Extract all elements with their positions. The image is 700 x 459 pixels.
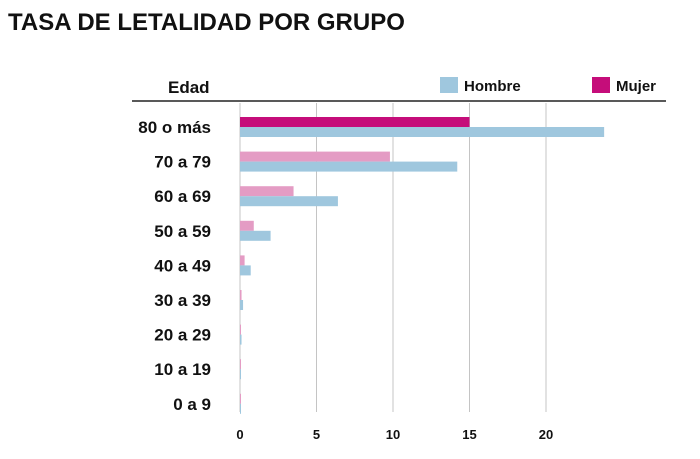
tick-label: 0 bbox=[236, 427, 243, 442]
bars bbox=[240, 117, 605, 414]
bar-mujer bbox=[240, 220, 254, 231]
bar-hombre bbox=[240, 127, 605, 137]
legend: Hombre Mujer bbox=[440, 77, 656, 95]
bar-mujer bbox=[240, 359, 241, 370]
bar-hombre bbox=[240, 230, 271, 241]
bar-hombre bbox=[240, 403, 241, 414]
legend-swatch-mujer bbox=[592, 77, 610, 93]
bar-hombre bbox=[240, 265, 251, 276]
legend-label-hombre: Hombre bbox=[464, 78, 521, 95]
bar-hombre bbox=[240, 196, 338, 207]
category-label: 0 a 9 bbox=[173, 395, 211, 414]
category-label: 60 a 69 bbox=[154, 187, 211, 206]
y-axis-label: Edad bbox=[168, 78, 210, 97]
category-label: 80 o más bbox=[138, 118, 211, 137]
bar-hombre bbox=[240, 300, 244, 310]
bar-mujer bbox=[240, 393, 241, 404]
legend-swatch-hombre bbox=[440, 77, 458, 93]
bar-mujer bbox=[240, 117, 470, 127]
category-label: 20 a 29 bbox=[154, 326, 211, 345]
category-label: 10 a 19 bbox=[154, 360, 211, 379]
legend-label-mujer: Mujer bbox=[616, 78, 656, 95]
bar-hombre bbox=[240, 369, 241, 380]
bar-mujer bbox=[240, 324, 241, 335]
gridlines bbox=[239, 103, 547, 412]
tick-label: 10 bbox=[386, 427, 400, 442]
tick-label: 15 bbox=[462, 427, 476, 442]
bar-mujer bbox=[240, 151, 390, 162]
category-label: 70 a 79 bbox=[154, 153, 211, 172]
category-label: 40 a 49 bbox=[154, 256, 211, 275]
bar-hombre bbox=[240, 334, 242, 345]
bar-mujer bbox=[240, 186, 294, 197]
bar-mujer bbox=[240, 290, 242, 300]
category-label: 30 a 39 bbox=[154, 291, 211, 310]
category-labels: 80 o más 70 a 79 60 a 69 50 a 59 40 a 49 30 a… bbox=[138, 118, 211, 414]
bar-mujer bbox=[240, 255, 245, 266]
chart-title: TASA DE LETALIDAD POR GRUPO bbox=[8, 9, 405, 36]
category-label: 50 a 59 bbox=[154, 222, 211, 241]
tick-label: 20 bbox=[539, 427, 553, 442]
bar-hombre bbox=[240, 161, 458, 172]
x-axis-ticks: 0 5 10 15 20 bbox=[236, 427, 553, 442]
tick-label: 5 bbox=[313, 427, 320, 442]
